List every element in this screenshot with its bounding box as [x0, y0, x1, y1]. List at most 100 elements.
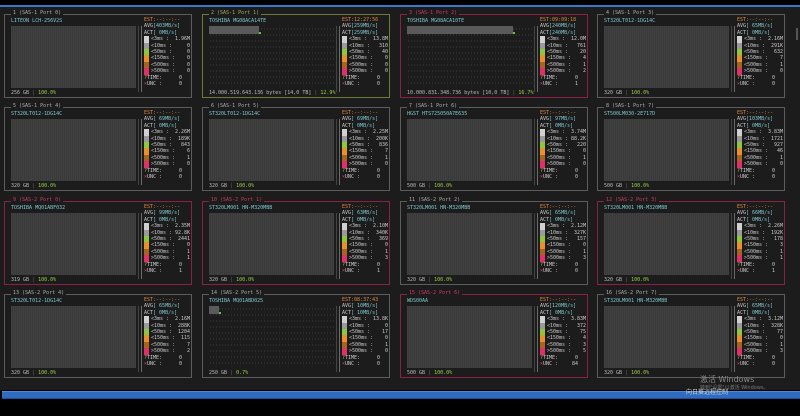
scrollbar-thumb[interactable] [796, 28, 798, 40]
capacity: 256 GB [11, 90, 30, 96]
latency-swatch [737, 329, 742, 336]
latency-count: 843 [180, 142, 190, 148]
time-error-icon: ? [540, 167, 544, 174]
latency-count: 1 [582, 61, 586, 68]
latency-label: <150ms : [151, 55, 176, 62]
latency-count: 1 [779, 61, 783, 68]
drive-panel-14[interactable]: 14 (SAS-2 Port 5) TOSHIBA MQ01ABD025 250… [202, 290, 390, 378]
panel-footer: 320 GB | 100.0% [604, 277, 649, 283]
latency-swatch [737, 135, 742, 142]
latency-swatch [737, 129, 742, 136]
latency-count: 0 [186, 61, 190, 68]
separator: | [625, 370, 632, 376]
divider [534, 213, 535, 279]
latency-label: <50ms : [547, 49, 569, 55]
separator: | [32, 90, 39, 96]
latency-row: <3ms : 3.74M [540, 129, 586, 136]
drive-panel-5[interactable]: 5 (SAS-1 Port 4) ST320LT012-1DG14C 320 G… [4, 103, 192, 191]
taskbar-app-label[interactable]: 向日葵远程控制 [686, 389, 729, 396]
estimated-time: EST:--:--:-- [540, 110, 577, 116]
latency-count: 220 [576, 142, 586, 148]
time-error-icon: ? [737, 261, 741, 268]
drive-model: TOSHIBA MQ01ABD025 [209, 298, 264, 304]
latency-label: <3ms : [744, 36, 763, 43]
stats-column: EST:--:--:-- AVG[ 69MB/s] ACT[ 0MB/s] <3… [342, 110, 388, 180]
time-errors: ? TIME: 0 [144, 354, 182, 361]
latency-count: 1721 [770, 135, 783, 142]
drive-panel-7[interactable]: 7 (SAS-1 Port 6) HGST HTS725050A7E635 50… [400, 103, 588, 191]
avg-speed: AVG[ 97MB/s] [540, 116, 577, 123]
drive-model: WDS00AA [407, 298, 429, 304]
latency-label: <10ms : [744, 229, 766, 236]
latency-swatch [737, 142, 742, 149]
latency-swatch [342, 223, 347, 230]
latency-histogram: <3ms :13.8M <10ms :310 <50ms :40 <150ms :0 <… [342, 36, 388, 75]
latency-row: >500ms : 3 [342, 255, 388, 262]
capacity: 250 GB [209, 370, 228, 376]
drive-panel-6[interactable]: 6 (SAS-1 Port 5) ST320LT012-1DG14C 320 G… [202, 103, 390, 191]
drive-panel-1[interactable]: 1 (SAS-1 Port 0) LITEON LCH-256V2S 256 G… [4, 10, 192, 98]
drive-panel-12[interactable]: 12 (SAS-2 Port 3) ST320LM001 HN-M320MBB … [597, 197, 785, 285]
latency-count: 288K [177, 322, 190, 329]
latency-label: <50ms : [547, 236, 569, 242]
actual-speed: ACT[ 0MB/s] [144, 309, 178, 316]
drive-model: ST320LT012-1DG14C [604, 18, 656, 24]
progress-cursor [219, 312, 221, 314]
estimated-time: EST:--:--:-- [737, 204, 774, 210]
drive-panel-15[interactable]: 15 (SAS-2 Port 6) WDS00AA 500 GB | 100.0… [400, 290, 588, 378]
latency-count: 340K [375, 229, 388, 236]
drive-panel-4[interactable]: 4 (SAS-1 Port 3) ST320LT012-1DG14C 320 G… [597, 10, 785, 98]
separator: | [625, 183, 632, 189]
latency-swatch [342, 236, 347, 243]
drive-panel-11[interactable]: 11 (SAS-2 Port 2) ST320LM001 HN-M320MBB … [400, 197, 588, 285]
latency-row: <150ms : 0 [144, 55, 190, 62]
drive-model: ST320LM001 HN-M320MBB [407, 205, 471, 211]
avg-speed: AVG[ 69MB/s] [144, 116, 181, 123]
latency-swatch [144, 135, 149, 142]
avg-speed: AVG[ 65MB/s] [737, 303, 774, 310]
latency-count: 2.16M [174, 316, 190, 323]
divider [336, 26, 337, 92]
latency-label: <3ms : [744, 316, 763, 323]
drive-panel-9[interactable]: 9 (SAS-2 Port 0) TOSHIBA MQ01ABF032 319 … [4, 197, 192, 285]
drive-panel-16[interactable]: 16 (SAS-2 Port 7) ST320LM001 HN-M320MBB … [597, 290, 785, 378]
drive-model: ST320LT012-1DG14C [209, 111, 261, 117]
latency-count: 0 [779, 335, 783, 342]
latency-swatch [540, 335, 545, 342]
latency-swatch [737, 348, 742, 355]
latency-label: <10ms : [151, 229, 173, 236]
avg-speed: AVG[403MB/s] [144, 23, 181, 30]
latency-label: <150ms : [744, 148, 769, 155]
latency-count: 4 [582, 335, 586, 342]
latency-row: <3ms : 13.8K [342, 316, 388, 323]
drive-model: LITEON LCH-256V2S [11, 18, 63, 24]
drive-panel-13[interactable]: 13 (SAS-2 Port 4) ST320LT012-1DG14C 320 … [4, 290, 192, 378]
drive-panel-3[interactable]: 3 (SAS-1 Port 2) TOSHIBA MG08ACA10TE 10.… [400, 10, 588, 98]
latency-count: 2.16M [767, 36, 783, 43]
latency-count: 0 [384, 61, 388, 68]
actual-speed: ACT[ 0MB/s] [737, 216, 771, 223]
latency-row: <3ms : 3.12M [737, 316, 783, 323]
actual-speed: ACT[259MB/s] [342, 29, 379, 36]
avg-speed: AVG[240MB/s] [540, 23, 577, 30]
divider [731, 26, 732, 92]
panel-title: 10 (SAS-2 Port 1) [209, 197, 265, 204]
latency-swatch [342, 255, 347, 262]
latency-count: 2.10M [372, 223, 388, 230]
latency-label: <10ms : [547, 229, 569, 236]
divider [534, 26, 535, 92]
latency-swatch [144, 61, 149, 69]
latency-count: 7 [779, 55, 783, 62]
drive-panel-8[interactable]: 8 (SAS-1 Port 7) ST500LM030-2E717D 500 G… [597, 103, 785, 191]
divider [534, 306, 535, 372]
unc-errors: × UNC :0 [144, 360, 182, 367]
drive-panel-10[interactable]: 10 (SAS-2 Port 1) ST320LM001 HN-M320MBB … [202, 197, 390, 285]
capacity: 320 GB [11, 183, 30, 189]
drive-panel-2[interactable]: 2 (SAS-1 Port 1) TOSHIBA MG08ACA14TE 14.… [202, 10, 390, 98]
latency-swatch [737, 68, 742, 75]
latency-swatch [540, 236, 545, 243]
stats-column: EST:--:--:-- AVG[ 97MB/s] ACT[ 0MB/s] <3… [540, 110, 586, 180]
separator: | [230, 277, 237, 283]
latency-row: <3ms : 2.12M [540, 223, 586, 230]
divider [339, 26, 340, 92]
